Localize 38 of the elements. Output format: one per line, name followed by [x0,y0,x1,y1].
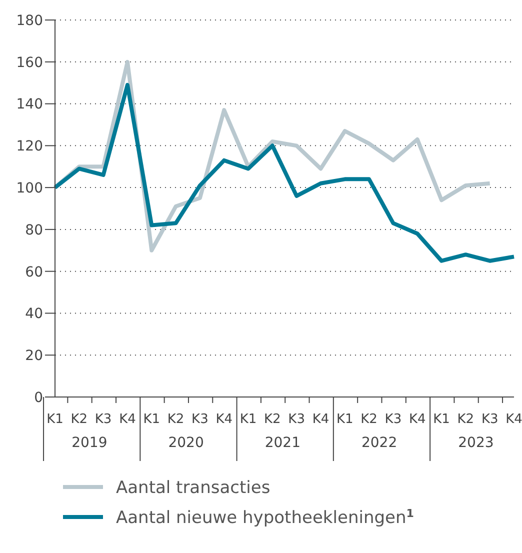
x-tick-label: K1 [240,412,257,427]
legend-label: Aantal transacties [116,478,270,498]
y-tick-label: 60 [25,264,43,280]
y-tick-label: 180 [16,12,43,29]
x-tick-label: K1 [143,412,160,427]
x-tick-label: K4 [506,412,522,427]
y-tick-label: 0 [34,390,43,406]
y-tick-label: 100 [16,180,43,197]
y-tick-label: 160 [16,54,43,71]
text: 2020 [168,435,204,451]
y-tick-label: 40 [25,306,43,322]
legend-label: Aantal nieuwe hypotheekleningen$^{1}$ [116,506,414,528]
x-tick-label: K2 [167,412,184,427]
x-tick-label: K4 [216,412,233,427]
x-tick-label: K4 [408,412,426,427]
x-tick-label: K2 [70,412,88,427]
x-tick-label: K3 [288,412,305,427]
y-tick-label: 80 [25,222,43,238]
x-tick-label: K4 [119,412,136,427]
x-tick-label: K2 [457,412,474,427]
x-tick-label: K4 [312,412,330,427]
x-tick-label: K3 [94,412,112,427]
x-tick-label: K2 [360,412,378,427]
text: 2021 [264,435,301,451]
y-tick-label: 120 [16,138,43,155]
x-tick-label: K1 [46,412,64,427]
y-tick-label: 140 [16,96,43,113]
x-tick-label: K1 [433,412,450,427]
x-tick-label: K2 [264,412,281,427]
line-series [53,82,516,263]
x-tick-label: K3 [384,412,402,427]
text: 2022 [362,435,398,451]
x-tick-label: K1 [336,412,354,427]
text: 2019 [72,435,108,451]
x-tick-label: K3 [192,412,208,427]
x-tick-label: K3 [481,412,498,427]
y-tick-label: 20 [25,348,43,364]
text: 2023 [458,435,494,451]
